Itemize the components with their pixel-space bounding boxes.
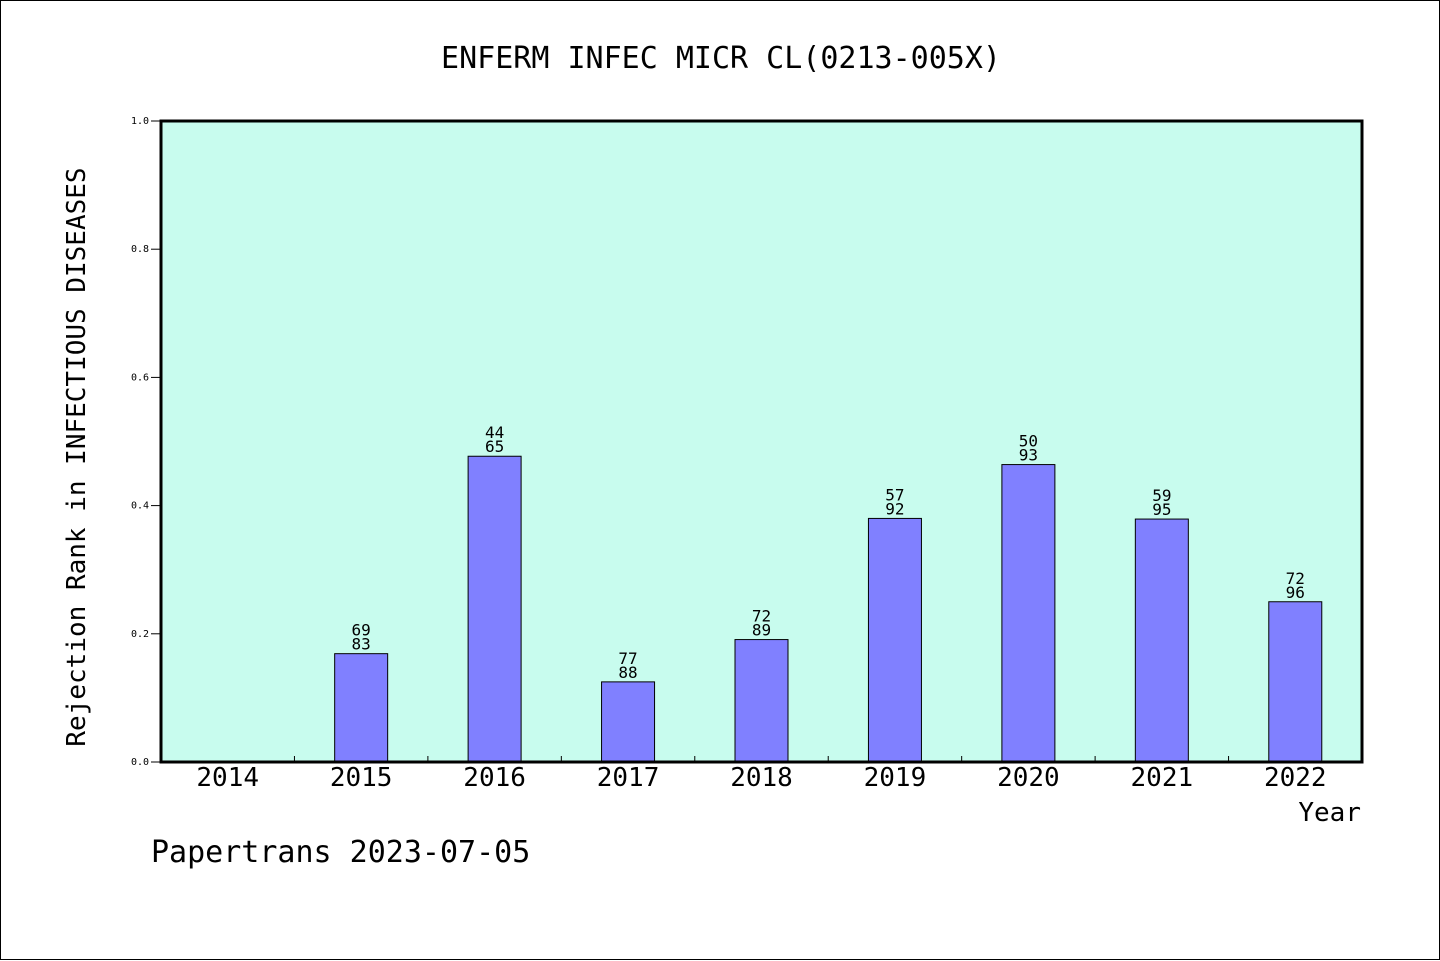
bar-2022: [1268, 601, 1323, 763]
bar-label-top-2015: 69: [352, 621, 371, 640]
bar-label-top-2017: 77: [618, 649, 637, 668]
bar-label-top-2022: 72: [1286, 569, 1305, 588]
bar-label-top-2016: 44: [485, 423, 504, 442]
x-tick-label-2020: 2020: [997, 763, 1060, 793]
y-axis-label: Rejection Rank in INFECTIOUS DISEASES: [62, 167, 92, 746]
x-tick-label-2018: 2018: [730, 763, 793, 793]
bar-2019: [867, 517, 922, 763]
bar-label-top-2021: 59: [1152, 486, 1171, 505]
bar-2018: [734, 639, 789, 763]
y-tick-label: 0.6: [131, 372, 149, 383]
footer-stamp: Papertrans 2023-07-05: [151, 835, 531, 870]
bar-label-top-2020: 50: [1019, 432, 1038, 451]
bar-2021: [1134, 518, 1189, 763]
bar-label-bottom-2015: 83: [352, 635, 371, 654]
x-tick-label-2017: 2017: [597, 763, 660, 793]
bar-2016: [467, 455, 522, 763]
bar-label-top-2019: 57: [885, 485, 904, 504]
y-tick-label: 0.2: [131, 629, 149, 640]
plot-border: [159, 119, 1364, 764]
y-tick-label: 0.8: [131, 244, 149, 255]
bar-2015: [334, 653, 389, 763]
y-axis-ticks: 0.0 0.2 0.4 0.6 0.8 1.0: [131, 116, 161, 768]
bar-label-bottom-2021: 95: [1152, 500, 1171, 519]
bar-label-bottom-2017: 88: [618, 663, 637, 682]
bar-label-bottom-2018: 89: [752, 621, 771, 640]
x-tick-label-2016: 2016: [463, 763, 526, 793]
bar-2020: [1001, 464, 1056, 763]
bar-label-top-2018: 72: [752, 607, 771, 626]
y-tick-label: 0.0: [131, 757, 149, 768]
x-tick-label-2014: 2014: [196, 763, 259, 793]
y-tick-label: 0.4: [131, 501, 149, 512]
bar-2017: [601, 681, 656, 763]
chart-title: ENFERM INFEC MICR CL(0213-005X): [441, 41, 1001, 76]
x-axis-ticks: 2014 2015 2016 2017 2018 2019 2020 2021 2022: [196, 756, 1327, 793]
bar-label-bottom-2022: 96: [1286, 583, 1305, 602]
x-tick-label-2022: 2022: [1264, 763, 1327, 793]
x-tick-label-2019: 2019: [864, 763, 927, 793]
bars-group: [334, 455, 1323, 763]
x-tick-label-2021: 2021: [1131, 763, 1194, 793]
bar-label-bottom-2016: 65: [485, 437, 504, 456]
x-tick-label-2015: 2015: [330, 763, 393, 793]
bar-label-bottom-2019: 92: [885, 499, 904, 518]
x-axis-label: Year: [1298, 798, 1361, 828]
y-tick-label: 1.0: [131, 116, 149, 127]
bar-label-bottom-2020: 93: [1019, 446, 1038, 465]
